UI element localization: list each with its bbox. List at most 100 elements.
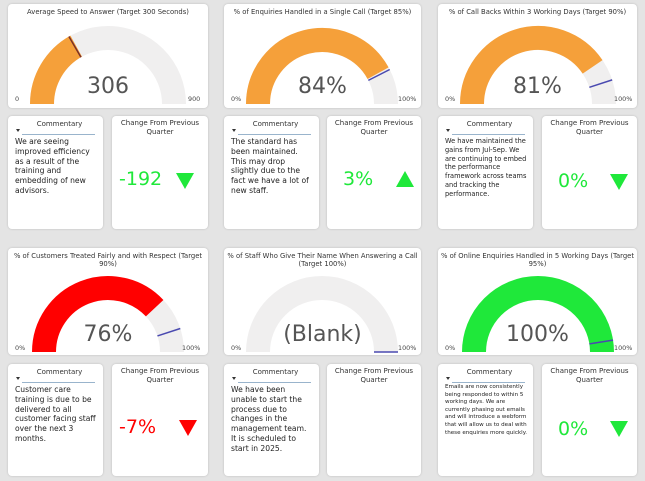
change-title: Change From Previous Quarter xyxy=(334,119,414,136)
commentary-label: Commentary xyxy=(36,120,83,128)
commentary-label: Commentary xyxy=(252,120,299,128)
commentary-card[interactable]: Commentary We are seeing improved effici… xyxy=(8,116,103,229)
gauge-title: Average Speed to Answer (Target 300 Seco… xyxy=(27,8,189,16)
gauge-card-online-enquiries[interactable]: % of Online Enquiries Handled in 5 Worki… xyxy=(438,248,637,355)
gauge-title: % of Customers Treated Fairly and with R… xyxy=(13,252,203,268)
commentary-underline xyxy=(452,134,525,135)
gauge-min-label: 0% xyxy=(15,344,26,352)
gauge-max-label: 100% xyxy=(614,95,633,103)
gauge-fill-arc xyxy=(32,276,164,353)
down-arrow-icon xyxy=(179,420,197,436)
gauge-min-label: 0% xyxy=(231,95,242,103)
commentary-card[interactable]: Commentary The standard has been maintai… xyxy=(224,116,319,229)
change-card[interactable]: Change From Previous Quarter 0% xyxy=(542,364,637,476)
commentary-card[interactable]: Commentary We have been unable to start … xyxy=(224,364,319,476)
commentary-label: Commentary xyxy=(466,120,513,128)
gauge-card-single-call[interactable]: % of Enquiries Handled in a Single Call … xyxy=(224,4,421,108)
commentary-header[interactable]: Commentary xyxy=(16,368,103,383)
gauge-target-marker xyxy=(367,68,391,82)
change-card[interactable]: Change From Previous Quarter 3% xyxy=(327,116,421,229)
commentary-label: Commentary xyxy=(466,368,513,376)
dropdown-caret-icon[interactable] xyxy=(232,377,236,380)
change-title: Change From Previous Quarter xyxy=(120,119,200,136)
dropdown-caret-icon[interactable] xyxy=(446,129,450,132)
gauge-fill-arc xyxy=(460,26,603,105)
gauge-chart xyxy=(246,276,398,353)
gauge-min-label: 0 xyxy=(15,95,20,103)
gauge-min-label: 0% xyxy=(445,344,456,352)
gauge-target-marker xyxy=(589,339,614,345)
change-value: 0% xyxy=(558,170,589,192)
dropdown-caret-icon[interactable] xyxy=(232,129,236,132)
commentary-underline xyxy=(238,382,311,383)
gauge-chart xyxy=(246,28,398,105)
gauge-fill-arc xyxy=(462,276,614,353)
gauge-title: % of Enquiries Handled in a Single Call … xyxy=(233,8,412,16)
gauge-chart xyxy=(30,26,186,105)
commentary-text: Customer care training is due to be deli… xyxy=(15,385,96,443)
gauge-max-label: 100% xyxy=(614,344,633,352)
gauge-value: 81% xyxy=(513,74,562,99)
gauge-target-marker xyxy=(589,79,613,89)
change-title: Change From Previous Quarter xyxy=(120,367,200,384)
change-value: -7% xyxy=(119,416,156,438)
gauge-target-marker xyxy=(68,36,82,58)
gauge-card-treated-fairly[interactable]: % of Customers Treated Fairly and with R… xyxy=(8,248,208,355)
commentary-header[interactable]: Commentary xyxy=(446,368,533,383)
change-title: Change From Previous Quarter xyxy=(550,367,629,384)
commentary-text: Emails are now consistently being respon… xyxy=(445,384,528,436)
change-value: -192 xyxy=(119,168,163,190)
gauge-max-label: 900 xyxy=(188,95,201,103)
gauge-min-label: 0% xyxy=(231,344,242,352)
gauge-value: 76% xyxy=(83,322,133,347)
gauge-chart xyxy=(462,276,614,353)
commentary-card[interactable]: Commentary We have maintained the gains … xyxy=(438,116,533,229)
up-arrow-icon xyxy=(396,171,414,187)
gauge-target-marker xyxy=(157,327,181,337)
change-title: Change From Previous Quarter xyxy=(334,367,414,384)
change-card[interactable]: Change From Previous Quarter xyxy=(327,364,421,476)
gauge-title: % of Online Enquiries Handled in 5 Worki… xyxy=(440,252,635,268)
gauge-max-label: 100% xyxy=(398,95,417,103)
down-arrow-icon xyxy=(610,421,628,437)
gauge-fill-arc xyxy=(30,35,83,105)
change-card[interactable]: Change From Previous Quarter -192 xyxy=(112,116,208,229)
commentary-header[interactable]: Commentary xyxy=(16,120,103,135)
commentary-header[interactable]: Commentary xyxy=(232,120,319,135)
commentary-card[interactable]: Commentary Emails are now consistently b… xyxy=(438,364,533,476)
change-card[interactable]: Change From Previous Quarter 0% xyxy=(542,116,637,229)
dropdown-caret-icon[interactable] xyxy=(16,377,20,380)
down-arrow-icon xyxy=(610,174,628,190)
gauge-card-call-backs[interactable]: % of Call Backs Within 3 Working Days (T… xyxy=(438,4,637,108)
commentary-text: The standard has been maintained. This m… xyxy=(231,137,309,195)
commentary-text: We are seeing improved efficiency as a r… xyxy=(15,137,90,195)
commentary-header[interactable]: Commentary xyxy=(232,368,319,383)
commentary-label: Commentary xyxy=(36,368,83,376)
commentary-header[interactable]: Commentary xyxy=(446,120,533,135)
commentary-underline xyxy=(22,134,95,135)
gauge-value: 84% xyxy=(298,74,347,99)
commentary-underline xyxy=(452,382,525,383)
commentary-text: We have maintained the gains from Jul-Se… xyxy=(445,137,527,198)
change-card[interactable]: Change From Previous Quarter -7% xyxy=(112,364,208,476)
gauge-max-label: 100% xyxy=(182,344,201,352)
commentary-text: We have been unable to start the process… xyxy=(231,385,307,453)
gauge-max-label: 100% xyxy=(398,344,417,352)
commentary-card[interactable]: Commentary Customer care training is due… xyxy=(8,364,103,476)
gauge-min-label: 0% xyxy=(445,95,456,103)
dropdown-caret-icon[interactable] xyxy=(446,377,450,380)
dropdown-caret-icon[interactable] xyxy=(16,129,20,132)
gauge-title: % of Call Backs Within 3 Working Days (T… xyxy=(448,8,627,16)
commentary-label: Commentary xyxy=(252,368,299,376)
gauge-value: (Blank) xyxy=(283,322,362,347)
change-value: 0% xyxy=(558,418,589,440)
change-title: Change From Previous Quarter xyxy=(550,119,629,136)
gauge-title: % of Staff Who Give Their Name When Answ… xyxy=(227,252,418,268)
gauge-value: 306 xyxy=(87,74,129,99)
gauge-chart xyxy=(32,276,184,353)
gauge-card-staff-name[interactable]: % of Staff Who Give Their Name When Answ… xyxy=(224,248,421,355)
down-arrow-icon xyxy=(176,173,194,189)
gauge-value: 100% xyxy=(506,322,569,347)
gauge-card-avg-speed[interactable]: Average Speed to Answer (Target 300 Seco… xyxy=(8,4,208,108)
commentary-underline xyxy=(238,134,311,135)
